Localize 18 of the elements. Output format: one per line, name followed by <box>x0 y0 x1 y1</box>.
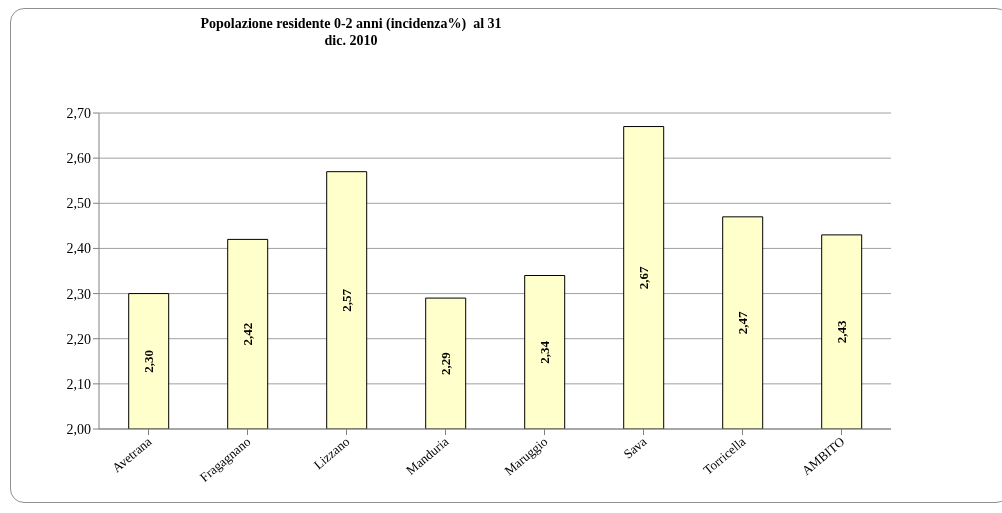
data-label: 2,34 <box>537 340 553 364</box>
y-tick-label: 2,40 <box>66 241 91 257</box>
y-tick-label: 2,10 <box>66 376 91 392</box>
data-label: 2,67 <box>636 265 652 290</box>
data-label: 2,42 <box>240 322 256 346</box>
data-label: 2,30 <box>141 349 157 373</box>
data-label: 2,47 <box>735 311 751 335</box>
y-tick-label: 2,00 <box>66 421 91 437</box>
y-tick-label: 2,30 <box>66 286 91 302</box>
y-tick-label: 2,60 <box>66 151 91 167</box>
y-tick-label: 2,50 <box>66 196 91 212</box>
data-label: 2,29 <box>438 351 454 375</box>
y-tick-label: 2,20 <box>66 331 91 347</box>
data-label: 2,43 <box>834 320 850 344</box>
y-tick-label: 2,70 <box>66 105 91 121</box>
chart-title: Popolazione residente 0-2 anni (incidenza%) al 31 dic. 2010 <box>199 15 503 49</box>
data-label: 2,57 <box>339 288 355 312</box>
x-tick-label: Sava <box>620 433 650 462</box>
